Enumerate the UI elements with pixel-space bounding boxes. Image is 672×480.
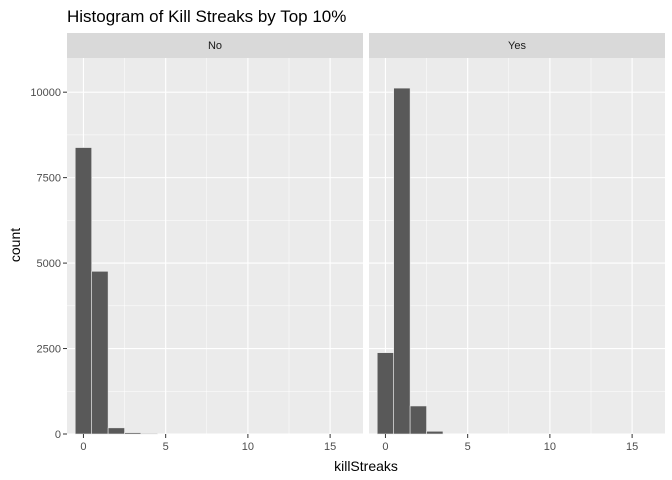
x-tick-label: 0 bbox=[382, 441, 388, 453]
y-tick-label: 10000 bbox=[30, 87, 61, 99]
histogram-bar bbox=[74, 147, 92, 435]
histogram-bar bbox=[140, 433, 158, 435]
facet-strip bbox=[369, 33, 665, 58]
histogram-bar bbox=[107, 427, 125, 435]
histogram-bar bbox=[124, 432, 142, 435]
x-tick-label: 5 bbox=[465, 441, 471, 453]
panel-background bbox=[67, 58, 363, 434]
x-tick-label: 5 bbox=[163, 441, 169, 453]
y-tick-label: 7500 bbox=[37, 173, 61, 185]
histogram-bar bbox=[376, 352, 394, 435]
x-tick-label: 15 bbox=[324, 441, 336, 453]
histogram-bar bbox=[393, 87, 411, 435]
histogram-bar bbox=[409, 405, 427, 435]
histogram-bar bbox=[91, 270, 109, 435]
x-tick-label: 10 bbox=[544, 441, 556, 453]
y-axis-label: count bbox=[7, 228, 23, 262]
y-tick-label: 5000 bbox=[37, 258, 61, 270]
histogram-bar bbox=[426, 430, 444, 435]
x-axis-label: killStreaks bbox=[334, 458, 398, 474]
y-tick-label: 2500 bbox=[37, 344, 61, 356]
facet-panel-yes: Yes 0 5 10 15 bbox=[369, 33, 665, 453]
x-tick-label: 10 bbox=[242, 441, 254, 453]
x-tick-label: 15 bbox=[626, 441, 638, 453]
facet-panels: 0 2500 5000 7500 10000 No 0 5 10 15 Yes 0 5 10 15 bbox=[30, 33, 665, 453]
panel-background bbox=[369, 58, 665, 434]
x-tick-label: 0 bbox=[80, 441, 86, 453]
chart-title: Histogram of Kill Streaks by Top 10% bbox=[67, 7, 346, 26]
facet-strip-label: No bbox=[208, 40, 222, 52]
y-tick-label: 0 bbox=[55, 429, 61, 441]
facet-panel-no: No 0 5 10 15 bbox=[67, 33, 363, 453]
facet-strip bbox=[67, 33, 363, 58]
facet-strip-label: Yes bbox=[508, 40, 526, 52]
